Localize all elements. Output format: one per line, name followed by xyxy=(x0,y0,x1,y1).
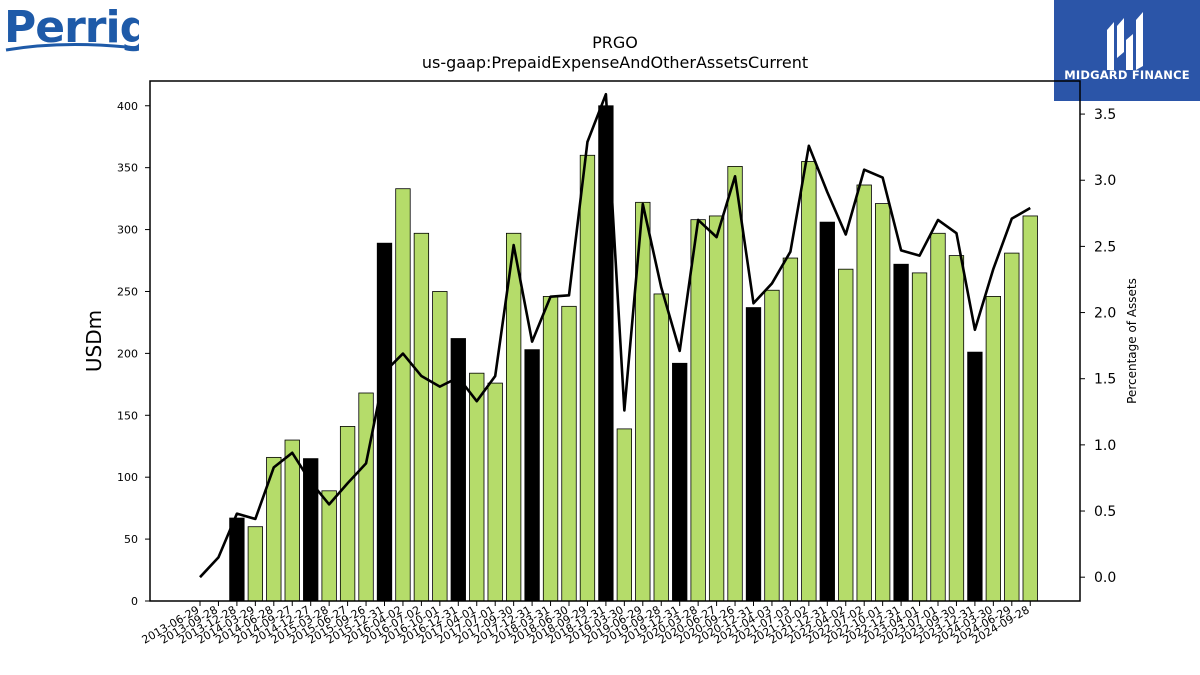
y-tick-label: 350 xyxy=(117,162,138,175)
bar-2018-09-29 xyxy=(579,154,596,602)
bar-2016-04-02 xyxy=(395,188,411,602)
bar-2015-06-27 xyxy=(339,426,356,602)
bar-2019-03-30 xyxy=(616,428,632,602)
bar-2018-06-30 xyxy=(561,305,577,602)
y2-tick-label: 3.5 xyxy=(1094,107,1116,123)
bar-2024-06-29 xyxy=(1004,252,1020,602)
perrigo-logo: Perrigo xyxy=(4,4,139,53)
bar-2022-04-02 xyxy=(838,268,854,602)
bar-2014-03-29 xyxy=(247,526,264,602)
y2-tick-label: 2.0 xyxy=(1094,306,1116,322)
y-tick-label: 0 xyxy=(131,595,138,608)
y-tick-label: 400 xyxy=(117,100,138,113)
bar-2017-04-01 xyxy=(469,372,485,602)
bar-2020-12-31 xyxy=(745,307,762,602)
bar-2016-10-01 xyxy=(432,291,448,602)
chart-title: PRGO xyxy=(592,33,638,52)
y-tick-label: 150 xyxy=(117,409,138,422)
bar-2022-12-31 xyxy=(893,263,909,602)
y-tick-label: 50 xyxy=(124,533,138,546)
y2-tick-label: 3.0 xyxy=(1094,173,1116,189)
bar-2023-04-01 xyxy=(911,272,928,602)
midgard-emblem-icon xyxy=(1107,12,1143,70)
bar-2015-09-26 xyxy=(358,392,374,602)
bar-2021-07-03 xyxy=(782,257,799,602)
y-tick-label: 200 xyxy=(117,347,138,360)
bar-2019-12-31 xyxy=(672,362,688,602)
bar-2021-04-03 xyxy=(764,289,780,602)
bar-2017-07-01 xyxy=(487,382,503,602)
bar-2013-12-28 xyxy=(229,517,245,602)
y2-tick-label: 1.5 xyxy=(1094,372,1116,388)
bar-2022-10-01 xyxy=(875,203,891,602)
bar-2020-03-28 xyxy=(690,219,706,602)
midgard-finance-logo: MIDGARD FINANCE xyxy=(1054,0,1200,101)
bar-2020-09-26 xyxy=(727,166,743,602)
bar-2018-03-31 xyxy=(542,296,559,602)
percentage-line xyxy=(199,92,1031,579)
bar-2020-06-27 xyxy=(708,215,725,602)
bar-2021-10-02 xyxy=(801,161,817,602)
bar-2016-07-02 xyxy=(413,232,430,602)
y-axis-label: USDm xyxy=(82,310,106,372)
y2-tick-label: 0.0 xyxy=(1094,570,1116,586)
bar-2017-12-31 xyxy=(524,349,540,602)
y-tick-label: 300 xyxy=(117,224,138,237)
y-tick-label: 100 xyxy=(117,471,138,484)
bar-2024-09-28 xyxy=(1022,215,1038,602)
plot-frame xyxy=(149,80,1081,602)
bar-2015-03-28 xyxy=(321,490,337,602)
bar-2015-12-31 xyxy=(376,242,393,602)
y2-tick-label: 2.5 xyxy=(1094,239,1116,255)
bar-2023-12-31 xyxy=(967,351,983,602)
bar-2021-12-31 xyxy=(819,221,835,602)
bar-2014-09-27 xyxy=(284,439,300,602)
bar-2024-03-30 xyxy=(985,296,1001,602)
chart-subtitle: us-gaap:PrepaidExpenseAndOtherAssetsCurr… xyxy=(422,53,808,72)
y2-tick-label: 0.5 xyxy=(1094,504,1116,520)
bar-2022-07-02 xyxy=(856,184,872,602)
bar-2023-07-01 xyxy=(930,232,946,602)
y2-axis-label: Percentage of Assets xyxy=(1125,278,1139,404)
midgard-finance-name: MIDGARD FINANCE xyxy=(1064,68,1190,82)
bar-2023-09-30 xyxy=(948,255,965,602)
bar-2019-09-28 xyxy=(653,293,669,602)
y-tick-label: 250 xyxy=(117,285,138,298)
y2-tick-label: 1.0 xyxy=(1094,438,1116,454)
